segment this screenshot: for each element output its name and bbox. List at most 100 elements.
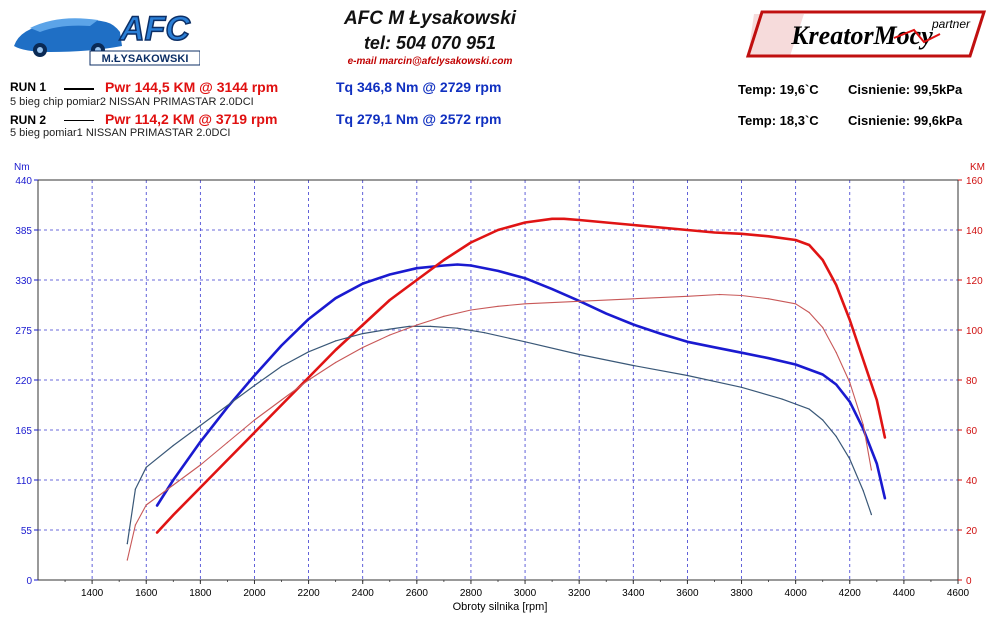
series-line-1 xyxy=(155,263,887,507)
series-1-point xyxy=(551,288,553,290)
series-4-point xyxy=(740,294,743,297)
x-tick-label: 1800 xyxy=(189,588,212,599)
series-2-point xyxy=(605,221,607,224)
y-right-tick-label: 40 xyxy=(966,476,978,487)
series-3-point xyxy=(870,513,873,516)
y-right-tick-label: 120 xyxy=(966,276,983,287)
series-2-point xyxy=(713,231,716,234)
y-left-tick-label: 165 xyxy=(15,426,32,437)
x-tick-label: 2600 xyxy=(406,588,429,599)
series-1-point xyxy=(199,441,201,443)
company-name: AFC M Łysakowski xyxy=(343,8,517,29)
x-tick-label: 3800 xyxy=(730,588,753,599)
series-4-point xyxy=(808,311,810,314)
y-right-tick-label: 80 xyxy=(966,376,978,387)
series-4-point xyxy=(226,441,228,444)
series-4-point xyxy=(862,424,864,426)
series-4-point xyxy=(719,293,721,296)
series-4-point xyxy=(835,351,837,354)
series-4-point xyxy=(870,469,873,471)
series-1-point xyxy=(280,344,283,347)
series-3-point xyxy=(280,365,283,367)
series-4-point xyxy=(126,559,128,561)
series-1-point xyxy=(172,479,174,481)
series-4-point xyxy=(362,346,364,349)
x-tick-label: 3400 xyxy=(622,588,645,599)
series-3-point xyxy=(849,458,851,460)
afc-logo-text: AFC xyxy=(119,10,190,48)
series-1-point xyxy=(456,263,458,266)
series-4-point xyxy=(849,381,851,384)
run1-pressure: Cisnienie: 99,5kPa xyxy=(848,82,963,97)
series-3-point xyxy=(862,490,864,492)
y-right-tick-label: 100 xyxy=(966,326,983,337)
x-tick-label: 1600 xyxy=(135,588,158,599)
series-2-point xyxy=(389,299,391,301)
series-4-point xyxy=(416,324,418,326)
run2-description: 5 bieg pomiar1 NISSAN PRIMASTAR 2.0DCI xyxy=(10,127,231,139)
run1-description: 5 bieg chip pomiar2 NISSAN PRIMASTAR 2.0… xyxy=(10,96,254,108)
series-2-point xyxy=(335,349,337,351)
x-tick-label: 3600 xyxy=(676,588,699,599)
series-3-point xyxy=(781,398,783,400)
afc-car-logo: AFC M.ŁYSAKOWSKI xyxy=(14,9,201,66)
y-left-tick-label: 440 xyxy=(15,176,32,187)
x-tick-label: 1400 xyxy=(81,588,104,599)
series-3-point xyxy=(456,327,458,329)
partner-logo-text: KreatorMocy xyxy=(790,21,933,50)
series-2-point xyxy=(443,259,445,261)
y-left-tick-label: 220 xyxy=(15,376,32,387)
series-2-point xyxy=(822,259,824,261)
series-2-point xyxy=(308,376,310,379)
run1-temp: Temp: 19,6`C xyxy=(738,82,819,97)
series-1-point xyxy=(849,401,851,403)
series-2-point xyxy=(416,279,418,281)
series-4-point xyxy=(134,524,136,526)
series-line-4 xyxy=(126,293,872,561)
run2-temp: Temp: 18,3`C xyxy=(738,113,819,128)
series-2-point xyxy=(156,531,158,534)
x-tick-label: 2000 xyxy=(243,588,266,599)
series-1-point xyxy=(713,346,716,348)
x-tick-label: 2200 xyxy=(297,588,320,599)
series-1-point xyxy=(156,504,158,507)
series-2-point xyxy=(280,404,283,406)
company-email: e-mail marcin@afclysakowski.com xyxy=(347,56,513,67)
series-1-point xyxy=(795,363,797,366)
series-4-point xyxy=(822,326,824,329)
series-3-point xyxy=(578,353,580,356)
series-4-point xyxy=(199,464,201,466)
series-3-point xyxy=(308,351,310,353)
series-4-point xyxy=(768,298,770,300)
series-1-point xyxy=(822,373,824,376)
series-2-point xyxy=(199,486,201,489)
series-4-point xyxy=(335,361,337,364)
chart-grid xyxy=(38,180,958,580)
series-2-point xyxy=(876,399,878,401)
series-3-point xyxy=(253,384,256,387)
y-right-tick-label: 160 xyxy=(966,176,983,187)
series-4-point xyxy=(578,300,580,302)
y-left-tick-label: 330 xyxy=(15,276,32,287)
series-2-point xyxy=(835,284,837,286)
series-line-2 xyxy=(155,217,887,534)
partner-logo: KreatorMocy partner xyxy=(744,8,990,60)
series-2-point xyxy=(632,224,634,226)
series-1-point xyxy=(884,497,886,499)
series-3-point xyxy=(126,543,128,545)
series-1-point xyxy=(362,283,364,285)
series-4-point xyxy=(443,315,445,317)
y-right-axis-label: KM xyxy=(970,162,985,173)
run2-line-sample xyxy=(64,120,94,121)
series-3-point xyxy=(835,435,837,437)
run2-pressure: Cisnienie: 99,6kPa xyxy=(848,113,963,128)
series-1-point xyxy=(253,374,256,377)
series-2-point xyxy=(884,436,886,439)
series-2-point xyxy=(686,229,689,231)
series-2-point xyxy=(226,459,228,461)
run2-power: Pwr 114,2 KM @ 3719 rpm xyxy=(105,111,278,127)
series-4-point xyxy=(253,419,256,421)
series-1-point xyxy=(226,406,228,408)
partner-label: partner xyxy=(931,17,971,31)
series-2-point xyxy=(849,319,851,321)
